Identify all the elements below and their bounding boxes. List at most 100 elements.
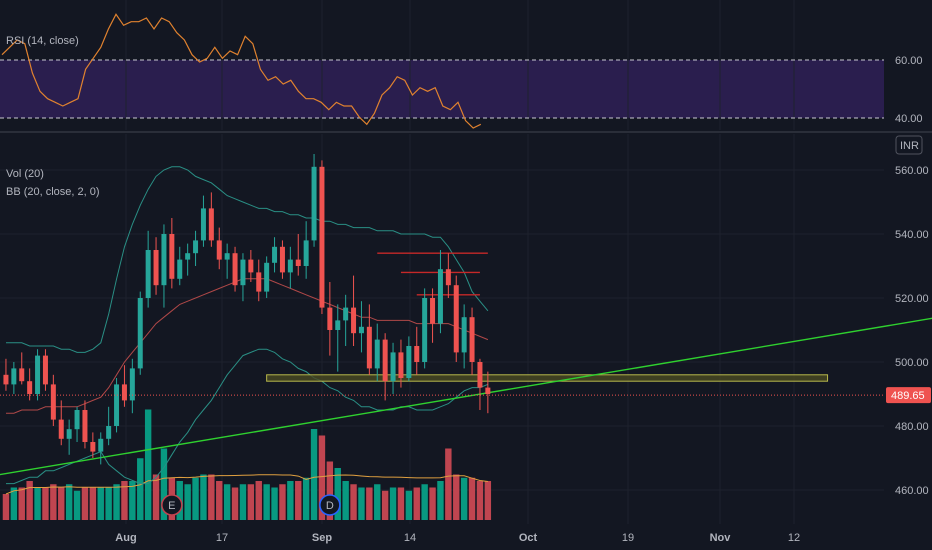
candle-body — [311, 166, 317, 241]
candle-body — [430, 298, 436, 324]
candle-body — [327, 307, 333, 330]
candle-body — [200, 208, 206, 241]
volume-bar — [50, 484, 57, 520]
candle-body — [216, 240, 222, 260]
volume-bar — [113, 484, 120, 520]
candle-body — [208, 208, 214, 241]
candle — [129, 358, 135, 414]
volume-bar — [318, 435, 326, 520]
volume-bar — [231, 487, 239, 520]
candle — [240, 253, 246, 302]
price-axis[interactable]: 560.00 540.00 520.00 500.00 480.00 460.00 — [895, 165, 929, 497]
volume-bar — [279, 484, 286, 520]
candle — [106, 406, 112, 446]
candle-body — [35, 355, 41, 394]
candle — [366, 304, 372, 375]
volume-bar — [271, 487, 278, 520]
candle-body — [358, 326, 364, 334]
volume-bar — [405, 490, 413, 520]
candle-body — [366, 326, 372, 369]
time-tick-5: 19 — [622, 532, 634, 544]
candle — [272, 237, 278, 273]
candle — [311, 154, 317, 247]
rsi-tick-upper: 60.00 — [895, 55, 923, 67]
candle — [177, 246, 183, 286]
volume-bar — [445, 448, 452, 520]
volume-bar — [453, 474, 460, 520]
candle — [50, 374, 56, 426]
candle — [42, 349, 48, 391]
candle-body — [422, 298, 428, 362]
candle-body — [303, 240, 309, 266]
candle-body — [453, 285, 459, 353]
trend-line[interactable] — [0, 295, 932, 487]
volume-bar — [65, 484, 73, 520]
currency-badge[interactable] — [895, 135, 923, 155]
volume-bar — [2, 494, 10, 520]
price-tick-2: 520.00 — [895, 293, 929, 305]
candle — [35, 349, 41, 401]
dividend-icon[interactable]: D — [319, 494, 341, 516]
time-axis[interactable]: Aug 17 Sep 14 Oct 19 Nov 12 — [115, 532, 800, 544]
candle — [430, 288, 436, 343]
volume-bar — [334, 468, 341, 520]
support-zone[interactable] — [266, 374, 829, 382]
candle-body — [114, 384, 120, 426]
candle-body — [461, 317, 467, 353]
volume-bar — [397, 487, 405, 520]
volume-bar — [326, 461, 334, 520]
bollinger-bands — [6, 166, 489, 485]
candle-body — [437, 269, 443, 324]
candle-body — [390, 352, 396, 382]
volume-bar — [460, 477, 468, 520]
candle-body — [287, 259, 293, 273]
volume-bar — [208, 474, 215, 520]
volume-bar — [247, 484, 255, 520]
price-tick-4: 480.00 — [895, 421, 929, 433]
volume-bar — [160, 448, 168, 520]
price-grid — [0, 134, 884, 524]
candle — [287, 246, 293, 289]
candle — [58, 400, 64, 446]
volume-bar — [358, 487, 365, 520]
candle — [477, 358, 483, 410]
candle — [445, 253, 451, 298]
drawings — [0, 252, 932, 487]
candle-body — [74, 410, 80, 430]
time-tick-2: Sep — [312, 532, 332, 544]
candle — [256, 259, 262, 302]
candle-body — [42, 355, 48, 385]
candle — [216, 227, 222, 270]
candle — [453, 275, 459, 362]
candle — [358, 301, 364, 353]
candle — [406, 336, 412, 382]
candle-body — [185, 253, 191, 260]
rsi-title: RSI (14, close) — [6, 35, 79, 47]
earnings-icon[interactable]: E — [161, 494, 183, 516]
event-marker-circle — [161, 494, 183, 516]
time-tick-1: 17 — [216, 532, 228, 544]
candle — [98, 432, 104, 465]
candle — [414, 326, 420, 375]
candle — [114, 378, 120, 433]
candle — [319, 160, 325, 314]
last-price-label: 489.65 — [891, 390, 925, 402]
candle — [469, 307, 475, 375]
candle-body — [121, 384, 127, 401]
candle — [193, 230, 199, 266]
candle-body — [382, 339, 388, 382]
candle — [11, 362, 17, 394]
volume-bar — [192, 477, 199, 520]
candle — [327, 282, 333, 356]
candle-body — [224, 253, 230, 260]
candle-body — [414, 346, 420, 362]
candle-body — [90, 442, 96, 452]
volume-bar — [366, 487, 373, 520]
volume-bar — [429, 487, 436, 520]
candle — [145, 230, 151, 308]
event-markers: EDE — [161, 494, 341, 516]
candle-body — [398, 352, 404, 378]
volume-bar — [310, 429, 318, 520]
candle-body — [351, 307, 357, 334]
